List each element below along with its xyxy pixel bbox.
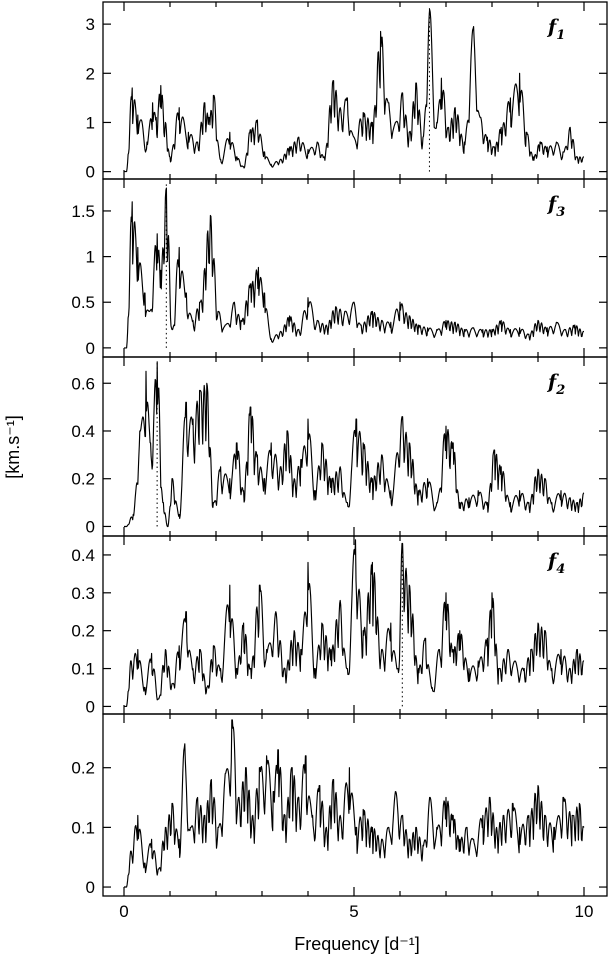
y-tick-label: 0.4 [71, 422, 95, 441]
y-tick-label: 0 [86, 339, 95, 358]
panel-frame [102, 713, 608, 897]
y-tick-label: 3 [86, 15, 95, 34]
panel-3: 0 0.2 0.4 0.6 f2 [71, 356, 608, 537]
panel-label-f2: f2 [546, 371, 565, 398]
amplitude-spectrum-line [123, 361, 585, 528]
y-tick-label: 1 [86, 113, 95, 132]
y-tick-label: 0.1 [71, 818, 95, 837]
panel-label-f4: f4 [546, 550, 565, 577]
y-tick-label: 0.2 [71, 470, 95, 489]
panel-4: 0 0.1 0.2 0.3 0.4 f4 [71, 535, 608, 716]
y-tick-label: 0.4 [71, 546, 95, 565]
panel-frame [102, 356, 608, 537]
x-tick-label: 0 [119, 902, 128, 921]
panel-label-f3: f3 [546, 193, 565, 220]
amplitude-spectrum-line [123, 719, 585, 888]
y-tick-label: 0 [86, 517, 95, 536]
y-tick-label: 0 [86, 697, 95, 716]
y-tick-label: 0 [86, 163, 95, 182]
y-tick-label: 0.5 [71, 293, 95, 312]
panel-frame [102, 178, 608, 358]
panel-2: 0 0.5 1 1.5 f3 [71, 178, 608, 358]
panel-frame [102, 535, 608, 715]
y-tick-label: 0.3 [71, 584, 95, 603]
y-tick-label: 0.6 [71, 374, 95, 393]
panel-label-f1: f1 [546, 16, 565, 43]
panels-group: 0 1 2 3 f1 0 0.5 1 1.5 f3 0 0.2 0.4 0.6 f2 0 0.1 0.2 0.3 0.… [71, 1, 608, 921]
amplitude-spectrum-line [123, 539, 585, 707]
panel-1: 0 1 2 3 f1 [86, 1, 608, 182]
y-tick-label: 0 [86, 878, 95, 897]
y-tick-label: 0.1 [71, 660, 95, 679]
y-tick-label: 1 [86, 248, 95, 267]
x-tick-label: 10 [575, 902, 594, 921]
panel-5: 0 0.1 0.2 [71, 713, 608, 897]
y-axis-label: [km.s⁻¹] [3, 415, 23, 479]
amplitude-spectrum-line [123, 8, 585, 173]
x-tick-label: 5 [349, 902, 358, 921]
x-axis-label: Frequency [d⁻¹] [294, 934, 420, 954]
y-tick-label: 2 [86, 64, 95, 83]
y-tick-label: 0.2 [71, 759, 95, 778]
y-tick-label: 1.5 [71, 202, 95, 221]
amplitude-spectrum-line [123, 187, 585, 349]
y-tick-label: 0.2 [71, 622, 95, 641]
